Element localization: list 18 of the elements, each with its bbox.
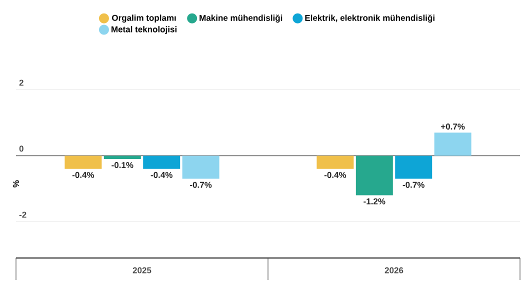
y-tick-label: 0 (19, 146, 24, 152)
y-tick-label: 2 (19, 80, 24, 86)
data-label: -0.1% (112, 162, 134, 168)
legend-label: Orgalim toplamı (112, 14, 176, 23)
x-tick-label: 2026 (384, 267, 404, 274)
data-label: +0.7% (440, 124, 465, 130)
data-label: -0.7% (402, 182, 424, 188)
data-label: -0.7% (190, 182, 212, 188)
legend-label: Metal teknolojisi (112, 26, 176, 34)
y-tick-label: -2 (19, 212, 26, 218)
data-label: -0.4% (150, 172, 172, 178)
data-label: -1.2% (364, 198, 386, 204)
legend-label: Makine mühendisliği (200, 14, 282, 23)
data-label: -0.4% (72, 172, 94, 178)
y-axis-title: % (13, 180, 19, 188)
data-label: -0.4% (324, 172, 346, 178)
x-tick-label: 2025 (132, 267, 152, 274)
legend-label: Elektrik, elektronik mühendisliği (305, 14, 434, 23)
